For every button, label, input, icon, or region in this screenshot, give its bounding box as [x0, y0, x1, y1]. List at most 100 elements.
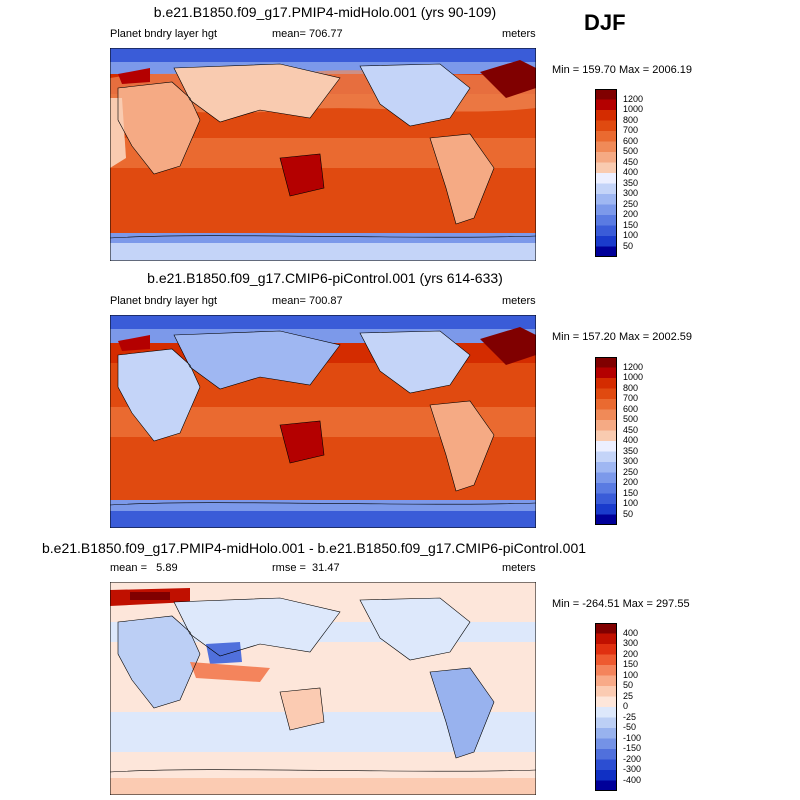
colorbar-swatch	[595, 152, 617, 163]
panel-3-mean-label: mean = 5.89	[110, 562, 178, 574]
colorbar-swatch	[595, 780, 617, 791]
colorbar-tick-label: -50	[623, 722, 637, 732]
colorbar-tick-label: 400	[623, 627, 639, 638]
colorbar-swatch	[595, 131, 617, 142]
colorbar-tick-label: 25	[623, 690, 634, 701]
colorbar-tick-label: 200	[623, 648, 639, 659]
colorbar-swatch	[595, 378, 617, 389]
panel-1-variable-label: Planet bndry layer hgt	[110, 28, 218, 40]
colorbar-swatch	[595, 110, 617, 121]
colorbar-tick-label: 500	[623, 146, 639, 156]
colorbar-tick-label: -25	[623, 711, 637, 722]
colorbar-swatch	[595, 686, 617, 697]
colorbar-tick-label: 1000	[623, 104, 644, 114]
colorbar-swatch	[595, 120, 617, 132]
colorbar-swatch	[595, 194, 617, 205]
colorbar-swatch	[595, 462, 617, 473]
colorbar-swatch	[595, 749, 617, 760]
colorbar-tick-label: 300	[623, 456, 639, 466]
panel-1-map	[110, 48, 536, 261]
colorbar-tick-label: -150	[623, 743, 642, 753]
colorbar-swatch	[595, 441, 617, 452]
colorbar-tick-label: 50	[623, 508, 634, 519]
colorbar-tick-label: 1200	[623, 93, 644, 104]
colorbar-tick-label: 0	[623, 701, 629, 711]
colorbar-tick-label: 350	[623, 177, 639, 188]
colorbar-swatch	[595, 99, 617, 111]
panel-3-map	[110, 582, 536, 795]
colorbar-tick-label: 700	[623, 393, 639, 403]
colorbar-tick-label: 600	[623, 135, 639, 146]
colorbar-tick-label: 200	[623, 209, 639, 219]
colorbar-swatch	[595, 644, 617, 655]
colorbar-tick-label: 100	[623, 669, 639, 680]
colorbar-tick-label: 300	[623, 638, 639, 648]
colorbar-swatch	[595, 183, 617, 195]
colorbar-swatch	[595, 717, 617, 729]
colorbar-swatch	[595, 707, 617, 718]
colorbar-swatch	[595, 738, 617, 750]
colorbar-tick-label: 500	[623, 414, 639, 424]
colorbar-swatch	[595, 472, 617, 484]
colorbar-tick-label: 1000	[623, 372, 644, 382]
panel-3-colorbar	[595, 623, 617, 791]
colorbar-tick-label: 400	[623, 167, 639, 177]
colorbar-swatch	[595, 654, 617, 666]
colorbar-tick-label: 1200	[623, 361, 644, 372]
colorbar-tick-label: 250	[623, 466, 639, 477]
panel-2-variable-label: Planet bndry layer hgt	[110, 295, 218, 307]
panel-3-rmse-label: rmse = 31.47	[272, 562, 340, 574]
colorbar-tick-label: 50	[623, 680, 634, 690]
season-label: DJF	[584, 10, 626, 35]
colorbar-swatch	[595, 367, 617, 379]
colorbar-tick-label: 150	[623, 219, 639, 230]
colorbar-swatch	[595, 173, 617, 184]
colorbar-swatch	[595, 675, 617, 687]
colorbar-swatch	[595, 399, 617, 410]
panel-2-title: b.e21.B1850.f09_g17.CMIP6-piControl.001 …	[147, 270, 503, 286]
colorbar-tick-label: -300	[623, 764, 642, 774]
colorbar-tick-label: 800	[623, 382, 639, 393]
panel-2-colorbar-labels: 1200 1000 800 700 600 500 450 400 350 300 250 200 15…	[623, 357, 663, 525]
colorbar-swatch	[595, 696, 617, 708]
colorbar-swatch	[595, 162, 617, 174]
panel-1-units-label: meters	[502, 28, 536, 40]
colorbar-tick-label: 250	[623, 198, 639, 209]
panel-2-colorbar	[595, 357, 617, 525]
colorbar-tick-label: 300	[623, 188, 639, 198]
colorbar-tick-label: -100	[623, 732, 642, 743]
colorbar-tick-label: 350	[623, 445, 639, 456]
colorbar-swatch	[595, 89, 617, 100]
colorbar-swatch	[595, 633, 617, 645]
colorbar-swatch	[595, 493, 617, 505]
panel-2-units-label: meters	[502, 295, 536, 307]
colorbar-swatch	[595, 215, 617, 226]
panel-1-min-max: Min = 159.70 Max = 2006.19	[552, 64, 693, 76]
colorbar-swatch	[595, 357, 617, 368]
colorbar-swatch	[595, 514, 617, 525]
panel-1-mean-label: mean= 706.77	[272, 28, 343, 40]
colorbar-tick-label: 450	[623, 156, 639, 167]
colorbar-tick-label: 600	[623, 403, 639, 414]
colorbar-swatch	[595, 759, 617, 771]
panel-2-map	[110, 315, 536, 528]
colorbar-swatch	[595, 451, 617, 463]
colorbar-swatch	[595, 623, 617, 634]
colorbar-swatch	[595, 204, 617, 216]
colorbar-tick-label: 700	[623, 125, 639, 135]
panel-2-mean-label: mean= 700.87	[272, 295, 343, 307]
panel-2-min-max: Min = 157.20 Max = 2002.59	[552, 331, 693, 343]
colorbar-swatch	[595, 770, 617, 781]
colorbar-tick-label: 450	[623, 424, 639, 435]
panel-1-title: b.e21.B1850.f09_g17.PMIP4-midHolo.001 (y…	[153, 4, 497, 20]
colorbar-tick-label: 400	[623, 435, 639, 445]
colorbar-tick-label: -200	[623, 753, 642, 764]
colorbar-tick-label: 50	[623, 240, 634, 251]
colorbar-tick-label: 800	[623, 114, 639, 125]
colorbar-swatch	[595, 409, 617, 421]
panel-1-colorbar	[595, 89, 617, 257]
panel-3-colorbar-labels: 400 300 200 150 100 50 25 0 -25 -50 -100 -150 -200 -3…	[623, 623, 663, 791]
colorbar-swatch	[595, 246, 617, 257]
colorbar-swatch	[595, 504, 617, 515]
colorbar-swatch	[595, 388, 617, 400]
